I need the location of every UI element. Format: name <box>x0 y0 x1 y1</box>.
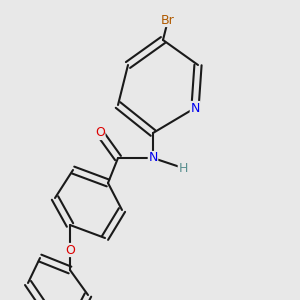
Text: H: H <box>178 161 188 175</box>
Text: Br: Br <box>161 14 175 26</box>
Text: O: O <box>95 127 105 140</box>
Text: N: N <box>190 101 200 115</box>
Text: N: N <box>148 152 158 164</box>
Text: O: O <box>65 244 75 256</box>
